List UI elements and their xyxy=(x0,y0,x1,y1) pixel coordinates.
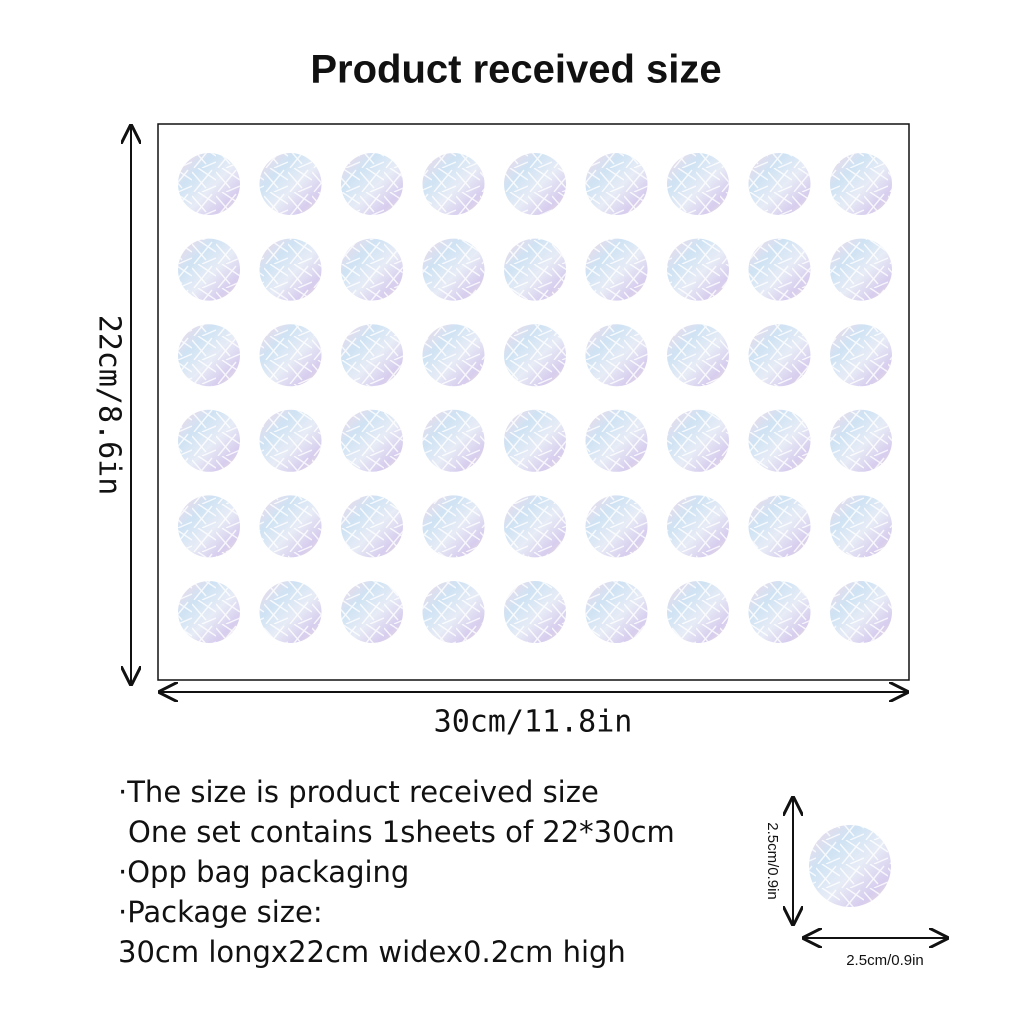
sticker xyxy=(748,495,811,558)
sticker xyxy=(504,409,566,472)
sticker xyxy=(585,495,648,558)
sticker xyxy=(667,581,729,643)
sticker xyxy=(422,409,485,472)
sticker xyxy=(504,324,566,387)
height-label: 22cm/8.6in xyxy=(92,315,127,496)
sticker xyxy=(748,153,811,215)
sticker xyxy=(585,324,648,387)
sticker xyxy=(422,324,485,387)
sticker xyxy=(504,495,566,558)
sticker xyxy=(178,153,240,215)
sticker xyxy=(341,581,403,643)
sheet-outline xyxy=(157,123,910,681)
sticker xyxy=(748,409,811,472)
sticker xyxy=(341,238,403,301)
sticker xyxy=(830,495,892,558)
sticker xyxy=(259,409,322,472)
sticker xyxy=(422,153,485,215)
note: 30cm longx22cm widex0.2cm high xyxy=(118,935,626,969)
sticker xyxy=(585,581,648,643)
sticker xyxy=(585,409,648,472)
sticker xyxy=(178,238,240,301)
sticker xyxy=(830,324,892,387)
sticker xyxy=(830,238,892,301)
note: One set contains 1sheets of 22*30cm xyxy=(128,815,675,849)
sticker xyxy=(341,495,403,558)
sticker xyxy=(422,495,485,558)
sticker xyxy=(259,581,322,643)
sticker-texture xyxy=(809,825,891,907)
sticker xyxy=(341,153,403,215)
sticker xyxy=(667,409,729,472)
sticker xyxy=(748,324,811,387)
sticker xyxy=(178,324,240,387)
sticker xyxy=(178,495,240,558)
sticker xyxy=(178,409,240,472)
sticker xyxy=(341,324,403,387)
sticker xyxy=(422,581,485,643)
sticker xyxy=(259,238,322,301)
sticker xyxy=(504,153,566,215)
sticker xyxy=(585,238,648,301)
sticker xyxy=(259,153,322,215)
sticker xyxy=(341,409,403,472)
sticker xyxy=(830,153,892,215)
sticker-width-label: 2.5cm/0.9in xyxy=(846,952,924,969)
sticker xyxy=(667,238,729,301)
sticker xyxy=(748,238,811,301)
sticker xyxy=(259,324,322,387)
note: ·Opp bag packaging xyxy=(118,855,409,889)
sticker xyxy=(830,581,892,643)
sticker xyxy=(667,153,729,215)
width-label: 30cm/11.8in xyxy=(434,705,633,740)
title: Product received size xyxy=(310,48,721,92)
sticker xyxy=(667,495,729,558)
sticker-height-label: 2.5cm/0.9in xyxy=(764,822,781,900)
sticker xyxy=(585,153,648,215)
note: ·The size is product received size xyxy=(118,775,599,809)
sticker xyxy=(259,495,322,558)
sticker xyxy=(504,581,566,643)
sticker xyxy=(830,409,892,472)
sticker xyxy=(748,581,811,643)
sticker xyxy=(504,238,566,301)
sticker xyxy=(178,581,240,643)
sticker xyxy=(422,238,485,301)
sticker xyxy=(667,324,729,387)
sticker-grid xyxy=(178,153,892,643)
note: ·Package size: xyxy=(118,895,323,929)
